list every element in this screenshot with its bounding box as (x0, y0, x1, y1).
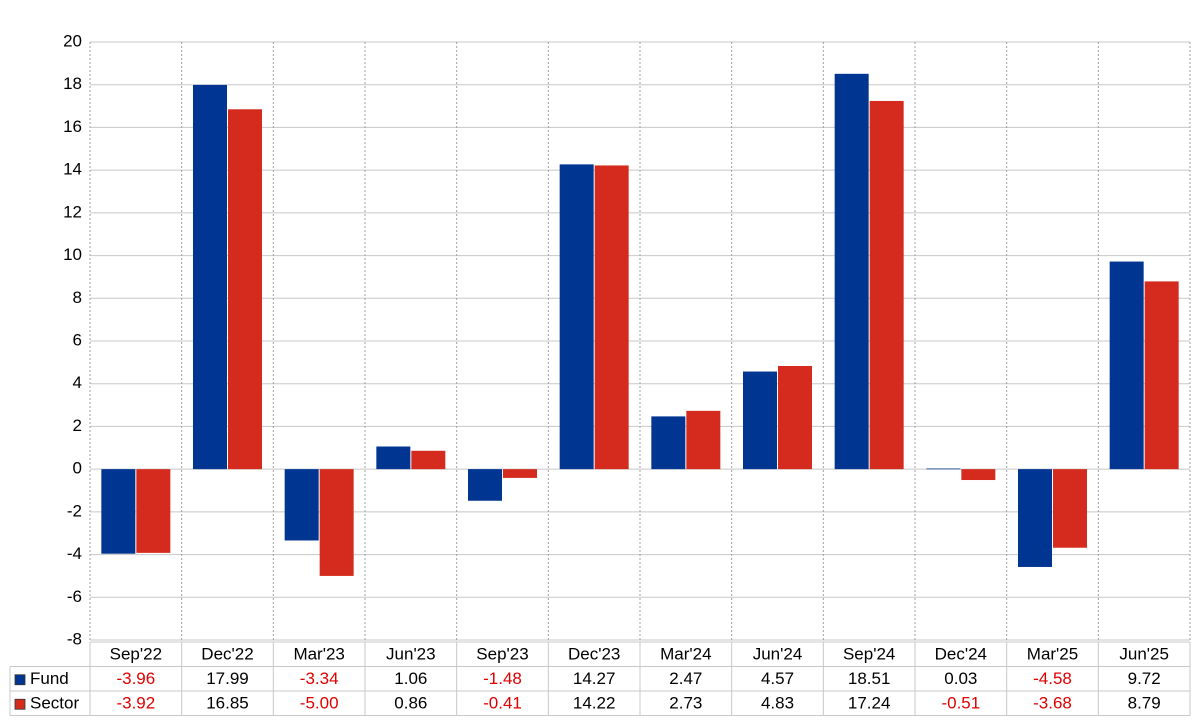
table-value: 14.27 (573, 669, 616, 688)
table-value: -5.00 (300, 694, 339, 713)
table-value: 4.57 (761, 669, 794, 688)
table-value: 18.51 (848, 669, 891, 688)
y-tick-label: 6 (73, 330, 82, 349)
legend-swatch (14, 698, 26, 710)
y-tick-label: 0 (73, 459, 82, 478)
legend-swatch (14, 674, 26, 686)
bar (228, 109, 262, 470)
y-tick-label: 14 (63, 160, 82, 179)
table-value: 17.24 (848, 694, 891, 713)
table-value: 4.83 (761, 694, 794, 713)
bar (503, 469, 537, 478)
table-value: -3.96 (116, 669, 155, 688)
y-tick-label: -6 (67, 587, 82, 606)
table-value: 14.22 (573, 694, 616, 713)
bar (1144, 281, 1179, 470)
bar (284, 469, 319, 541)
table-value: -3.68 (1033, 694, 1072, 713)
x-tick-label: Dec'22 (201, 645, 253, 664)
bar (743, 371, 777, 470)
bar (319, 469, 354, 576)
table-value: -4.58 (1033, 669, 1072, 688)
table-value: -0.41 (483, 694, 522, 713)
bar (411, 450, 446, 470)
y-tick-label: 4 (73, 373, 82, 392)
y-tick-label: -8 (67, 629, 82, 648)
y-tick-label: -2 (67, 501, 82, 520)
bar (136, 469, 171, 553)
table-value: 0.03 (944, 669, 977, 688)
table-value: 0.86 (394, 694, 427, 713)
table-value: 9.72 (1128, 669, 1161, 688)
y-tick-label: 18 (63, 74, 82, 93)
table-value: 16.85 (206, 694, 249, 713)
y-tick-label: 20 (63, 31, 82, 50)
bar (1018, 469, 1052, 567)
table-value: 2.47 (669, 669, 702, 688)
x-tick-label: Mar'24 (660, 645, 711, 664)
bar (559, 164, 594, 470)
x-tick-label: Jun'24 (753, 645, 803, 664)
bar (468, 469, 502, 501)
bar (101, 469, 136, 554)
x-tick-label: Mar'23 (293, 645, 344, 664)
x-tick-label: Sep'24 (843, 645, 895, 664)
table-value: -3.34 (300, 669, 339, 688)
y-tick-label: -4 (67, 544, 82, 563)
bar (926, 468, 961, 470)
table-value: -3.92 (116, 694, 155, 713)
table-value: 1.06 (394, 669, 427, 688)
x-tick-label: Jun'25 (1119, 645, 1169, 664)
table-value: 2.73 (669, 694, 702, 713)
legend-label: Sector (30, 694, 79, 713)
x-tick-label: Sep'22 (110, 645, 162, 664)
bar (869, 100, 904, 470)
x-tick-label: Dec'23 (568, 645, 620, 664)
bar (651, 416, 686, 470)
legend-label: Fund (30, 669, 69, 688)
x-tick-label: Sep'23 (476, 645, 528, 664)
bar (686, 410, 721, 470)
x-tick-label: Mar'25 (1027, 645, 1078, 664)
bar (961, 469, 996, 481)
y-tick-label: 2 (73, 416, 82, 435)
x-tick-label: Jun'23 (386, 645, 436, 664)
y-tick-label: 16 (63, 117, 82, 136)
table-value: -0.51 (941, 694, 980, 713)
bar (376, 446, 411, 470)
bar (834, 73, 869, 470)
table-value: -1.48 (483, 669, 522, 688)
table-value: 8.79 (1128, 694, 1161, 713)
bar (778, 365, 812, 470)
bar (594, 165, 629, 470)
bar (1053, 469, 1087, 548)
y-tick-label: 10 (63, 245, 82, 264)
y-tick-label: 8 (73, 288, 82, 307)
bar (193, 84, 227, 470)
y-tick-label: 12 (63, 202, 82, 221)
bar (1109, 261, 1144, 470)
table-value: 17.99 (206, 669, 249, 688)
x-tick-label: Dec'24 (935, 645, 987, 664)
